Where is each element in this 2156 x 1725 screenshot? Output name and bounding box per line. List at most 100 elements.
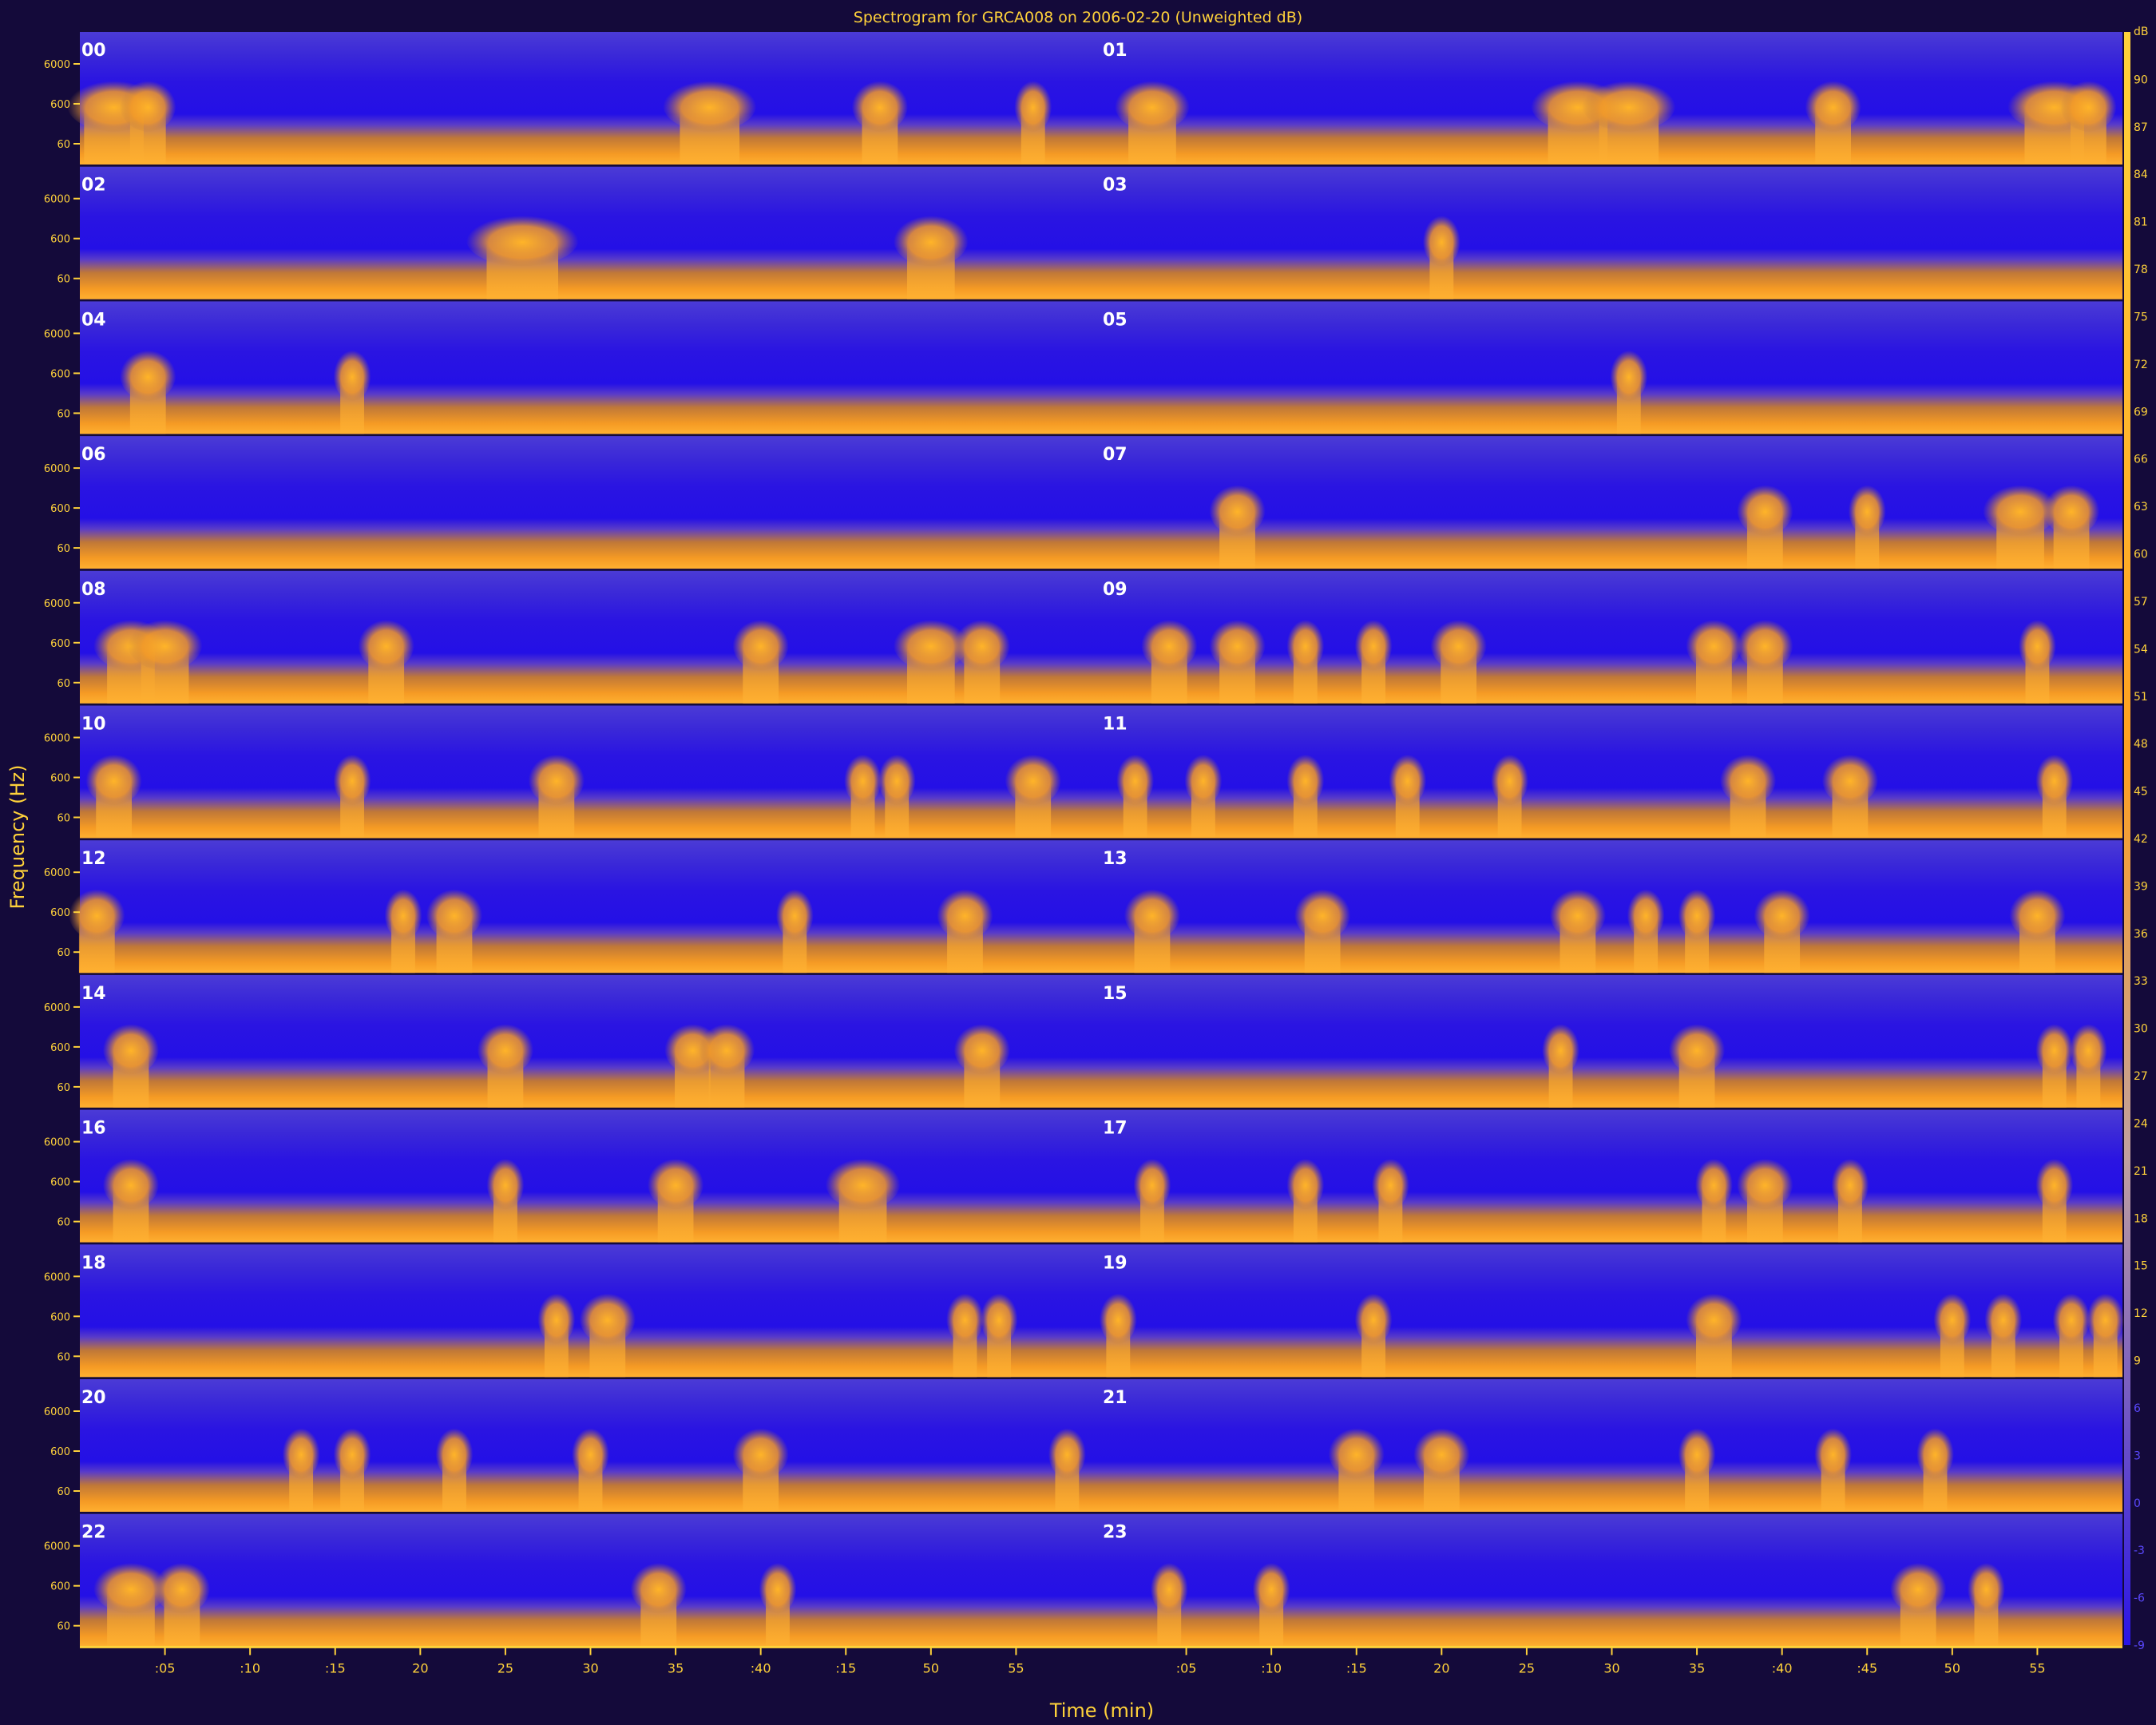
x-tick-label: :45 bbox=[1857, 1660, 1877, 1675]
x-tick-label: 50 bbox=[1944, 1660, 1960, 1675]
colorbar-tick-label: 15 bbox=[2134, 1260, 2148, 1273]
y-tick-label: 60 bbox=[57, 1082, 70, 1094]
y-tick-label: 600 bbox=[50, 1177, 70, 1189]
hour-label-left: 12 bbox=[81, 849, 106, 869]
event-blob bbox=[2087, 1291, 2125, 1344]
event-blob bbox=[1668, 1021, 1726, 1075]
hour-label-left: 02 bbox=[81, 176, 106, 196]
hour-label-right: 13 bbox=[1103, 849, 1128, 869]
y-tick-label: 600 bbox=[50, 1446, 70, 1458]
event-blob bbox=[953, 617, 1010, 671]
colorbar-tick-label: 51 bbox=[2134, 691, 2148, 704]
event-blob bbox=[69, 886, 125, 940]
spectrogram-band bbox=[80, 166, 2122, 299]
x-tick-label: 25 bbox=[497, 1660, 513, 1675]
colorbar-strip bbox=[2124, 32, 2130, 1645]
x-tick-label: 20 bbox=[1433, 1660, 1449, 1675]
x-tick-label: 25 bbox=[1519, 1660, 1535, 1675]
x-tick-label: :05 bbox=[1176, 1660, 1197, 1675]
event-blob bbox=[466, 212, 579, 267]
event-blob bbox=[2052, 1291, 2091, 1344]
panel-row: 6000 600 60 16 17 bbox=[44, 1109, 2122, 1243]
colorbar-tick-label: 66 bbox=[2134, 454, 2148, 466]
panel-row: 6000 600 60 22 23 bbox=[44, 1513, 2122, 1647]
x-tick-label: :10 bbox=[1261, 1660, 1282, 1675]
event-blob bbox=[1737, 617, 1793, 671]
event-blob bbox=[1678, 886, 1716, 940]
y-tick-label: 600 bbox=[50, 503, 70, 515]
x-tick-label: 30 bbox=[1603, 1660, 1619, 1675]
event-blob bbox=[893, 617, 969, 671]
colorbar-tick-label: 24 bbox=[2134, 1117, 2148, 1130]
colorbar-tick-label: 0 bbox=[2134, 1497, 2141, 1510]
event-blob bbox=[663, 78, 757, 132]
event-blob bbox=[1805, 78, 1861, 132]
event-blob bbox=[1048, 1426, 1086, 1479]
colorbar-tick-label: 18 bbox=[2134, 1212, 2148, 1225]
event-blob bbox=[1014, 78, 1052, 132]
colorbar-tick-label: 45 bbox=[2134, 786, 2148, 799]
panel-row: 6000 600 60 02 03 bbox=[44, 166, 2122, 299]
x-tick-label: 35 bbox=[1689, 1660, 1705, 1675]
event-blob bbox=[1413, 1426, 1470, 1479]
colorbar-tick-label: 84 bbox=[2134, 169, 2148, 181]
event-blob bbox=[102, 1156, 160, 1210]
spectrogram-band bbox=[80, 1513, 2122, 1647]
x-tick-label: :10 bbox=[240, 1660, 260, 1675]
event-blob bbox=[2043, 482, 2100, 536]
event-blob bbox=[2060, 78, 2117, 132]
y-axis-label: Frequency (Hz) bbox=[6, 765, 29, 910]
event-blob bbox=[1754, 886, 1810, 940]
colorbar-tick-label: 72 bbox=[2134, 359, 2148, 371]
colorbar-tick-label: 63 bbox=[2134, 501, 2148, 514]
event-blob bbox=[1821, 751, 1879, 805]
colorbar-tick-label: 30 bbox=[2134, 1023, 2148, 1036]
colorbar-tick-label: 57 bbox=[2134, 596, 2148, 609]
event-blob bbox=[698, 1021, 755, 1075]
y-tick-label: 60 bbox=[57, 1486, 70, 1498]
y-tick-label: 600 bbox=[50, 907, 70, 919]
panel-row: 6000 600 60 10 11 bbox=[44, 705, 2122, 839]
event-blob bbox=[2018, 617, 2056, 671]
colorbar-tick-label: 81 bbox=[2134, 216, 2148, 229]
colorbar-tick-label: 54 bbox=[2134, 643, 2148, 656]
event-blob bbox=[1124, 886, 1181, 940]
colorbar: dB90878481787572696663605754514845423936… bbox=[2124, 26, 2149, 1652]
panel-row: 6000 600 60 06 07 bbox=[44, 436, 2122, 569]
hour-label-right: 15 bbox=[1103, 984, 1128, 1004]
y-tick-label: 600 bbox=[50, 234, 70, 246]
event-blob bbox=[937, 886, 993, 940]
colorbar-tick-label: 36 bbox=[2134, 928, 2148, 941]
y-tick-label: 60 bbox=[57, 1351, 70, 1363]
event-blob bbox=[1968, 1560, 2005, 1614]
event-blob bbox=[1686, 617, 1742, 671]
event-blob bbox=[851, 78, 909, 132]
event-blob bbox=[127, 617, 203, 671]
event-blob bbox=[893, 212, 969, 267]
event-blob bbox=[1099, 1291, 1137, 1344]
hour-label-right: 11 bbox=[1103, 715, 1128, 735]
event-blob bbox=[333, 751, 371, 805]
colorbar-tick-label: 69 bbox=[2134, 406, 2148, 418]
spectrogram-band bbox=[80, 1379, 2122, 1512]
event-blob bbox=[1371, 1156, 1409, 1210]
event-blob bbox=[1627, 886, 1665, 940]
hour-label-left: 14 bbox=[81, 984, 106, 1004]
event-blob bbox=[153, 1560, 211, 1614]
colorbar-tick-label: -3 bbox=[2134, 1545, 2145, 1557]
event-blob bbox=[1491, 751, 1529, 805]
x-tick-label: 55 bbox=[1008, 1660, 1024, 1675]
y-tick-label: 60 bbox=[57, 1621, 70, 1633]
event-blob bbox=[579, 1291, 636, 1344]
hour-label-left: 08 bbox=[81, 580, 106, 600]
hour-label-right: 21 bbox=[1103, 1388, 1128, 1408]
y-tick-label: 6000 bbox=[44, 598, 70, 610]
colorbar-tick-label: 9 bbox=[2134, 1355, 2141, 1368]
y-tick-label: 60 bbox=[57, 813, 70, 825]
spectrogram-band bbox=[80, 974, 2122, 1108]
y-tick-label: 6000 bbox=[44, 1271, 70, 1283]
x-tick-label: 30 bbox=[582, 1660, 598, 1675]
hour-label-right: 03 bbox=[1103, 176, 1128, 196]
y-tick-label: 600 bbox=[50, 1581, 70, 1593]
panel-row: 6000 600 60 14 15 bbox=[44, 974, 2122, 1108]
